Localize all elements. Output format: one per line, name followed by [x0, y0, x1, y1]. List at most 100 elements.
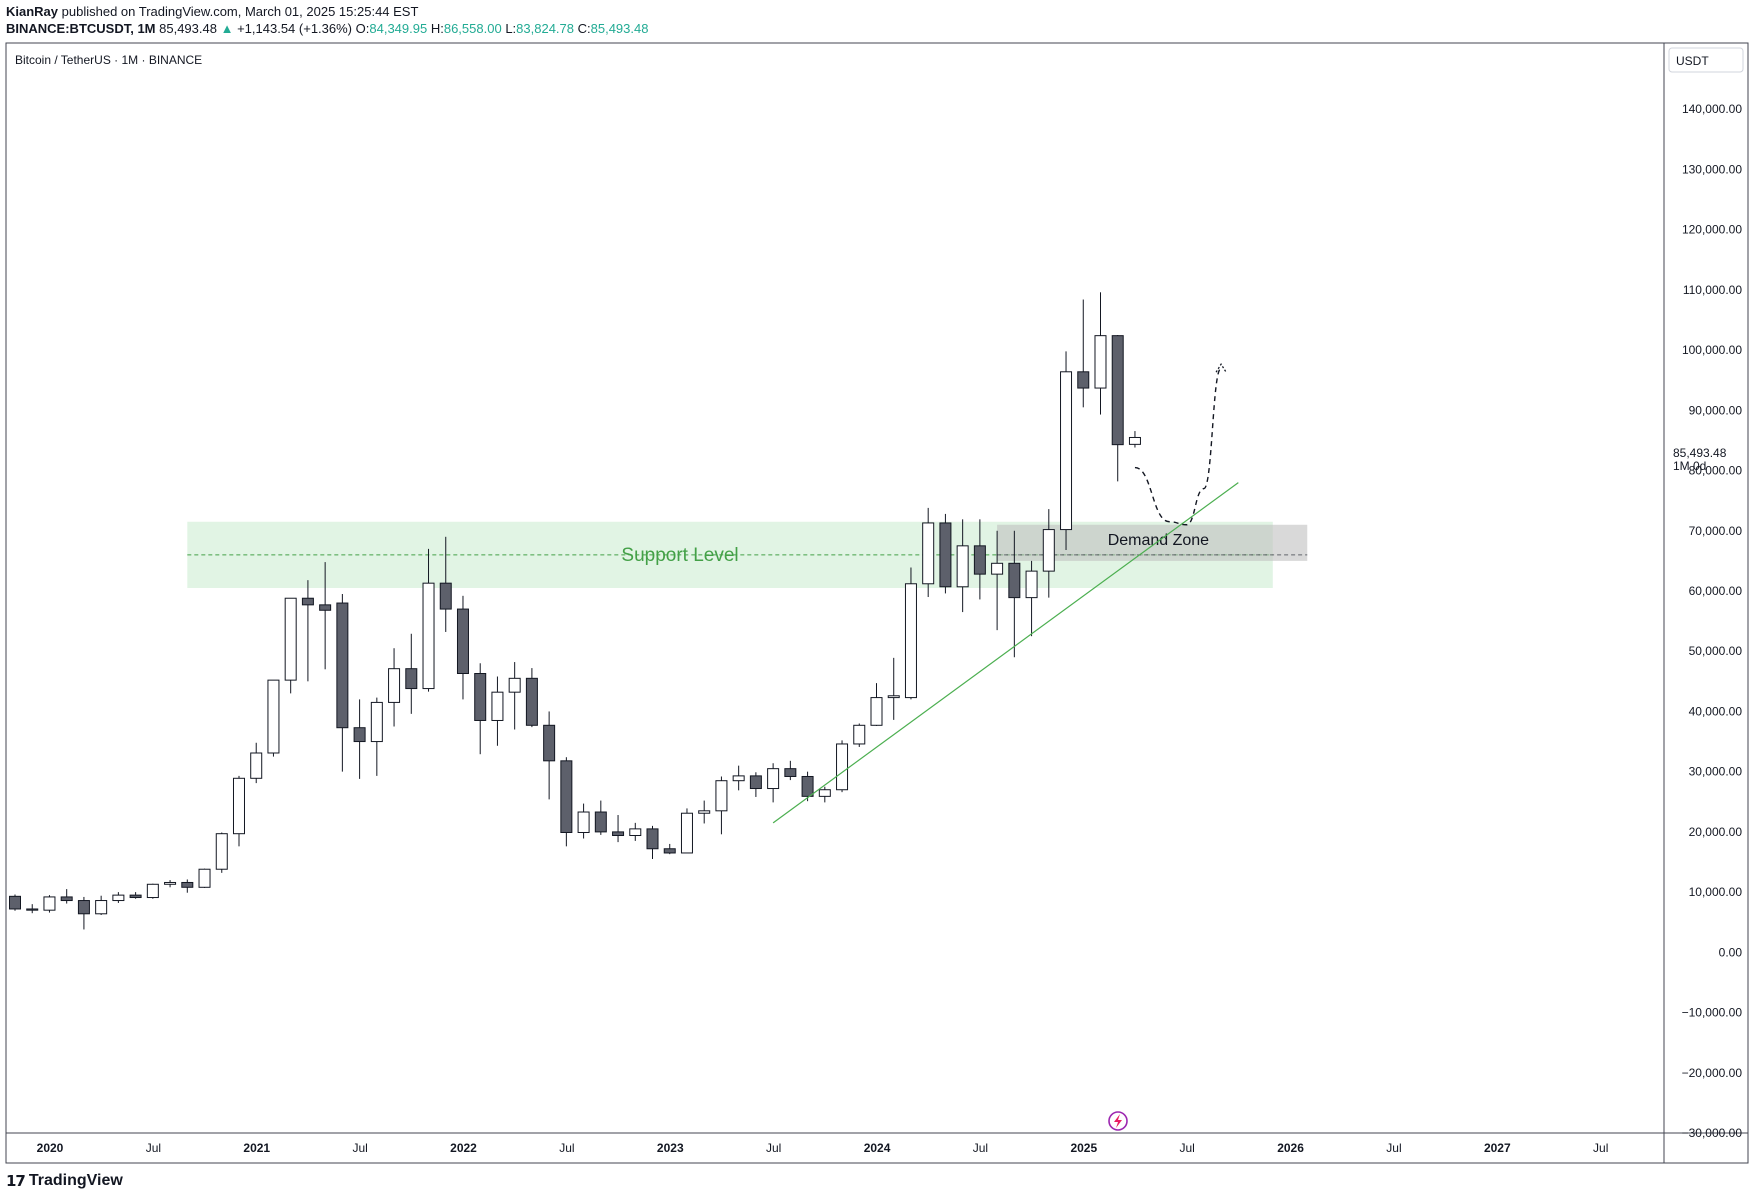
candle-body — [26, 908, 39, 911]
candle-body — [1077, 371, 1090, 389]
candle — [422, 548, 435, 692]
candle — [198, 868, 211, 888]
time-tick-label: 2021 — [243, 1141, 270, 1155]
candle-body — [1042, 529, 1055, 572]
candle-body — [336, 602, 349, 729]
candle — [301, 580, 314, 682]
candle — [801, 771, 814, 802]
lightning-icon[interactable] — [1108, 1111, 1128, 1131]
close-label: C: — [577, 21, 591, 36]
candle — [1025, 560, 1038, 637]
candle-body — [939, 522, 952, 588]
candle — [95, 895, 108, 915]
price-change: +1,143.54 (+1.36%) — [237, 21, 353, 36]
candle-body — [146, 883, 159, 899]
candle-body — [388, 668, 401, 703]
candle-body — [870, 697, 883, 726]
price-axis[interactable]: 140,000.00 130,000.00 120,000.00 110,000.00… — [1682, 102, 1743, 1140]
last-price: 85,493.48 — [159, 21, 217, 36]
symbol-label[interactable]: BINANCE:BTCUSDT, 1M — [6, 21, 156, 36]
annotations-front — [772, 362, 1239, 824]
author-name[interactable]: KianRay — [6, 4, 59, 19]
time-tick-label: Jul — [973, 1141, 988, 1155]
time-tick-label: Jul — [352, 1141, 367, 1155]
candle — [284, 597, 297, 694]
candle — [715, 776, 728, 835]
candle — [60, 889, 73, 904]
candle-body — [232, 777, 245, 835]
candle — [749, 772, 762, 797]
candle-body — [801, 775, 814, 797]
price-tick-label: 70,000.00 — [1689, 524, 1743, 538]
candle-body — [853, 724, 866, 745]
candle — [560, 757, 573, 847]
price-tick-label: −30,000.00 — [1682, 1126, 1743, 1140]
support-zone-label: Support Level — [621, 545, 738, 566]
candle-body — [1128, 436, 1141, 445]
candles-layer — [9, 292, 1141, 930]
candle-body — [456, 608, 469, 675]
candle — [904, 567, 917, 700]
candle-body — [129, 894, 142, 899]
candle-body — [904, 583, 917, 699]
candle — [26, 904, 39, 914]
open-value: 84,349.95 — [369, 21, 428, 36]
candle — [1008, 530, 1021, 658]
candle-body — [60, 896, 73, 902]
tradingview-brand[interactable]: 17 TradingView — [6, 1172, 123, 1190]
currency-button[interactable] — [1668, 47, 1744, 73]
time-tick-label: Jul — [1593, 1141, 1608, 1155]
chart-frame — [5, 42, 1749, 1164]
candle-body — [767, 768, 780, 790]
candle-body — [594, 811, 607, 833]
candle — [663, 843, 676, 855]
price-tick-label: 30,000.00 — [1689, 765, 1743, 779]
projection-arrowhead — [1215, 362, 1227, 373]
time-tick-label: 2027 — [1484, 1141, 1511, 1155]
time-tick-label: 2026 — [1277, 1141, 1304, 1155]
candle-body — [663, 848, 676, 854]
candle-body — [301, 597, 314, 606]
candle — [1094, 292, 1107, 415]
candle — [1042, 509, 1055, 598]
candle — [146, 883, 159, 899]
price-tick-label: 130,000.00 — [1682, 162, 1742, 176]
candle — [508, 662, 521, 730]
price-tick-label: −10,000.00 — [1682, 1006, 1743, 1020]
price-tick-label: 20,000.00 — [1689, 825, 1743, 839]
candle — [1111, 335, 1124, 482]
publish-info: KianRay published on TradingView.com, Ma… — [6, 4, 418, 19]
candle — [732, 765, 745, 791]
candle-body — [9, 895, 21, 910]
candle-body — [353, 727, 366, 743]
time-axis[interactable]: 2020 Jul 2021 Jul 2022 Jul 2023 Jul 2024 Jul 2025 J… — [37, 1141, 1609, 1155]
candle-body — [284, 597, 297, 681]
price-tick-label: 50,000.00 — [1689, 644, 1743, 658]
candle — [250, 742, 263, 784]
candle-body — [95, 900, 108, 915]
candle-body — [198, 868, 211, 888]
candle — [680, 808, 693, 854]
candle-body — [1025, 570, 1038, 599]
price-tick-label: 110,000.00 — [1683, 283, 1742, 297]
candle — [77, 896, 90, 930]
time-tick-label: Jul — [559, 1141, 574, 1155]
price-tick-label: 10,000.00 — [1689, 885, 1743, 899]
candle-body — [1111, 335, 1124, 446]
candle-body — [525, 677, 538, 726]
candle-body — [560, 760, 573, 833]
candle-body — [370, 701, 383, 743]
candle-body — [112, 894, 125, 902]
high-label: H: — [430, 21, 444, 36]
time-tick-label: Jul — [766, 1141, 781, 1155]
annotations-back: Support Level Demand Zone — [187, 521, 1308, 588]
candle — [543, 711, 556, 800]
candle — [956, 519, 969, 613]
candle — [836, 740, 849, 793]
candle — [767, 763, 780, 803]
candle-body — [439, 582, 452, 610]
candle-body — [956, 545, 969, 588]
candle — [646, 825, 659, 859]
candle-body — [698, 810, 711, 814]
